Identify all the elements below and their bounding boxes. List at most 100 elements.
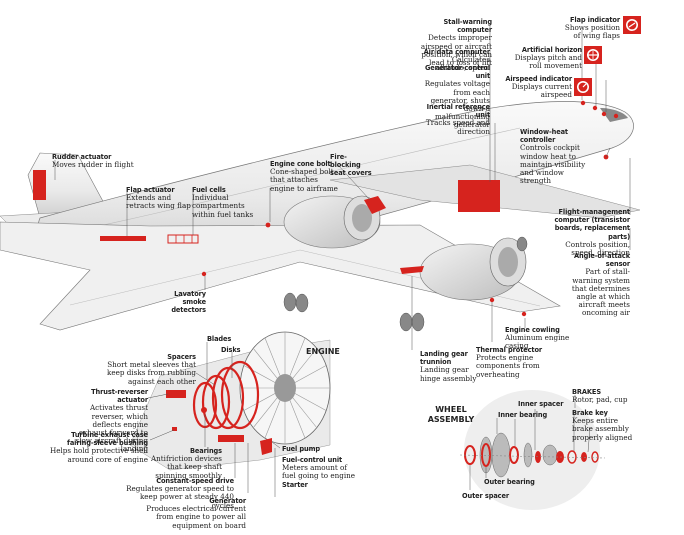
flap-actuator-label: Flap actuator Extends and retracts wing … — [126, 186, 194, 211]
engine-cone-bolt-label: Engine cone bolt Cone-shaped bolt that a… — [270, 160, 344, 193]
label-title: Flap indicator — [569, 16, 620, 24]
label-desc: Produces electrical current from engine … — [146, 504, 246, 530]
fuselage — [37, 101, 634, 263]
rudder-actuator-label: Rudder actuator Moves rudder in flight — [52, 153, 162, 169]
label-title: Lavatory smoke detectors — [171, 290, 206, 315]
label-desc: Protects engine components from overheat… — [476, 353, 540, 379]
label-desc: Aluminum engine casing — [505, 333, 570, 351]
label-desc: Short metal sleeves that keep disks from… — [107, 360, 196, 386]
brakes-label: BRAKES Rotor, pad, cup — [572, 388, 632, 404]
disks-label: Disks — [221, 346, 261, 354]
landing-gear — [283, 236, 528, 332]
thermal-protector-label: Thermal protector Protects engine compon… — [476, 346, 568, 379]
label-desc: Individual compartments within fuel tank… — [192, 193, 254, 219]
label-desc: Helps hold protective shell around core … — [49, 446, 148, 464]
label-desc: Activates thrust reverser, which deflect… — [75, 403, 148, 454]
label-title: Disks — [221, 346, 241, 354]
airspeed-indicator-icon — [574, 78, 592, 96]
leader-lines — [54, 25, 631, 350]
label-desc: Extends and retracts wing flap — [126, 193, 191, 211]
lower-engine — [419, 237, 527, 301]
bearings-label: Bearings Antifriction devices that keep … — [140, 447, 222, 480]
label-title: Inner bearing — [498, 411, 548, 419]
window-heat-label: Window-heat controller Controls cockpit … — [520, 128, 590, 185]
label-title: Thermal protector — [476, 346, 543, 354]
airspeed-indicator-label: Airspeed indicator Displays current airs… — [500, 75, 572, 100]
inertial-reference-label: Inertial reference unit Tracks speed and… — [420, 103, 490, 136]
label-title: Outer spacer — [462, 492, 509, 500]
tail-fin — [27, 152, 113, 219]
label-title: Engine cone bolt — [270, 160, 331, 168]
label-desc: Regulates voltage from each generator, s… — [424, 79, 490, 130]
label-title: Fuel-control unit — [282, 456, 343, 464]
label-title: Window-heat controller — [520, 128, 568, 145]
window-heat-controller-marker — [458, 180, 500, 212]
label-title: Outer bearing — [484, 478, 535, 486]
flap-indicator-icon — [623, 16, 641, 34]
label-title: Artificial horizon — [521, 46, 582, 54]
wheel-assembly-title: WHEEL ASSEMBLY — [427, 405, 475, 424]
label-title: Fire-blocking seat covers — [330, 153, 372, 178]
label-title: Engine cowling — [505, 326, 560, 334]
landing-gear-trunnion-label: Landing gear trunnion Landing gear hinge… — [420, 350, 478, 383]
label-title: Airspeed indicator — [505, 75, 572, 83]
label-title: Angle-of-attack sensor — [573, 252, 630, 269]
label-title: Flight-management computer (transistor b… — [554, 208, 631, 241]
stall-warning-label: Stall-warning computer Detects improper … — [410, 18, 492, 67]
label-desc: Antifriction devices that keep shaft spi… — [150, 454, 222, 480]
outer-bearing-label: Outer bearing — [484, 478, 544, 486]
label-desc: Displays current airspeed — [511, 82, 572, 100]
flight-management-label: Flight-management computer (transistor b… — [540, 208, 631, 258]
label-title: Spacers — [167, 353, 196, 361]
label-title: Fuel pump — [282, 445, 321, 453]
label-title: BRAKES — [572, 388, 601, 396]
label-desc: Calculates altitude, speed — [435, 55, 490, 73]
fire-seat-marker — [364, 196, 386, 214]
turbine-exhaust-label: Turbine exhaust case fairing-sleeve bush… — [44, 431, 148, 464]
landing-gear-trunnion-marker — [400, 266, 424, 274]
lavatory-smoke-label: Lavatory smoke detectors — [166, 290, 206, 315]
label-title: Starter — [282, 481, 308, 489]
label-desc: Tracks speed and direction — [425, 118, 490, 136]
label-title: Air-data computer — [423, 48, 490, 56]
label-title: Constant-speed drive — [156, 477, 234, 485]
label-title: Rudder actuator — [52, 153, 112, 161]
label-title: Inertial reference unit — [426, 103, 490, 120]
label-title: Inner spacer — [518, 400, 564, 408]
fuel-pump-label: Fuel pump — [282, 445, 352, 453]
label-desc: Rotor, pad, cup — [572, 395, 628, 405]
label-title: Bearings — [190, 447, 222, 455]
label-title: Generator-control unit — [424, 64, 490, 81]
engine-title: ENGINE — [306, 347, 340, 356]
constant-speed-drive-label: Constant-speed drive Regulates generator… — [118, 477, 234, 510]
artificial-horizon-label: Artificial horizon Displays pitch and ro… — [510, 46, 582, 71]
label-title: Fuel cells — [192, 186, 226, 194]
wheel-assembly-illustration — [459, 390, 606, 510]
label-desc: Moves rudder in flight — [52, 160, 134, 170]
label-desc: Meters amount of fuel going to engine — [282, 463, 356, 481]
label-title: Flap actuator — [126, 186, 175, 194]
spacers-label: Spacers Short metal sleeves that keep di… — [90, 353, 196, 386]
outer-spacer-label: Outer spacer — [462, 492, 522, 500]
starter-label: Starter — [282, 481, 332, 489]
label-desc: Detects improper airspeed or aircraft po… — [420, 33, 492, 68]
label-desc: Controls position, speed, direction — [565, 239, 630, 258]
flap-indicator-label: Flap indicator Shows position of wing fl… — [560, 16, 620, 41]
blades-label: Blades — [207, 335, 247, 343]
engine-cowling-label: Engine cowling Aluminum engine casing — [505, 326, 585, 351]
fire-seat-label: Fire-blocking seat covers — [330, 153, 374, 178]
rudder-actuator-marker — [33, 170, 46, 200]
label-title: Brake key — [572, 409, 608, 417]
fuel-cells-marker — [167, 234, 199, 244]
label-title: Landing gear trunnion — [420, 350, 468, 367]
thrust-reverser-label: Thrust-reverser actuator Activates thrus… — [62, 388, 148, 454]
label-desc: Landing gear hinge assembly — [420, 365, 477, 383]
label-title: Stall-warning computer — [443, 18, 493, 35]
label-title: Turbine exhaust case fairing-sleeve bush… — [67, 431, 148, 448]
label-desc: Controls cockpit window heat to maintain… — [520, 143, 586, 186]
label-title: Blades — [207, 335, 232, 343]
label-desc: Cone-shaped bolt that attaches engine to… — [270, 167, 338, 193]
label-desc: Shows position of wing flaps — [564, 23, 620, 41]
